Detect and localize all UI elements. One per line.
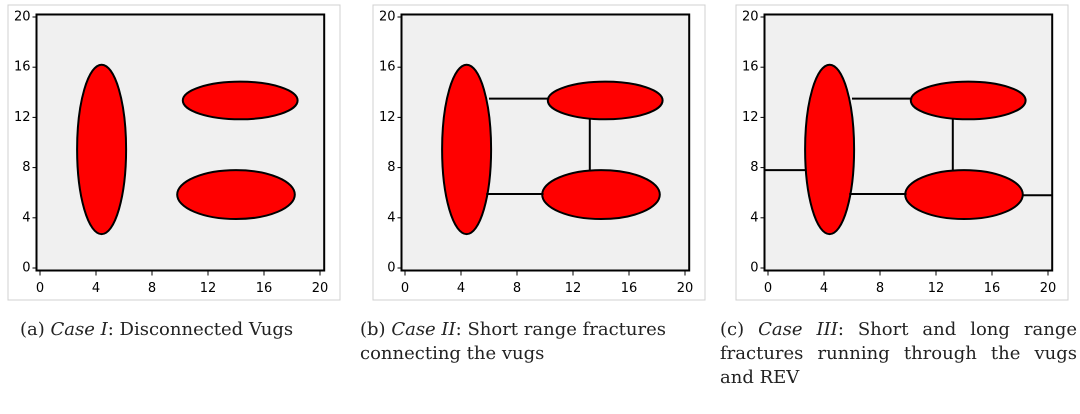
y-tick-label: 12 [742, 110, 759, 125]
y-tick-label: 0 [22, 261, 30, 276]
vug [546, 80, 664, 121]
x-tick-label: 4 [92, 281, 100, 296]
y-tick-label: 8 [750, 160, 758, 175]
y-tick-label: 16 [379, 60, 396, 75]
y-tick-label: 16 [14, 60, 31, 75]
x-tick-label: 20 [1040, 281, 1057, 296]
panel-border [372, 4, 706, 301]
x-tick-label: 0 [36, 281, 44, 296]
plot-frame [400, 13, 691, 272]
y-tick-label: 4 [387, 210, 395, 225]
x-tick-label: 16 [984, 281, 1001, 296]
y-tick-label: 20 [14, 10, 31, 25]
vug [804, 63, 856, 236]
vug [176, 169, 296, 221]
y-tick-label: 4 [22, 210, 30, 225]
x-tick-label: 0 [764, 281, 772, 296]
caption-text: : Short range fractures connecting the v… [360, 319, 666, 364]
caption: (c) Case III: Short and long range fract… [720, 318, 1077, 390]
vug [441, 63, 493, 236]
x-tick-label: 8 [876, 281, 884, 296]
y-tick-label: 16 [742, 60, 759, 75]
vug [76, 63, 128, 236]
caption-label: (c) [720, 319, 745, 340]
x-tick-label: 12 [200, 281, 217, 296]
vug [181, 80, 299, 121]
y-tick-label: 12 [14, 110, 31, 125]
x-tick-label: 12 [565, 281, 582, 296]
y-tick-label: 8 [387, 160, 395, 175]
caption-case: Case I [50, 319, 108, 340]
caption-case: Case III [758, 319, 838, 340]
panel: 0 4 8 12 16 20 0 4 8 12 16 20 [735, 4, 1069, 301]
vug [909, 80, 1027, 121]
y-tick-label: 20 [742, 10, 759, 25]
x-tick-label: 8 [148, 281, 156, 296]
x-tick-label: 4 [457, 281, 465, 296]
y-tick-label: 20 [379, 10, 396, 25]
caption: (b) Case II: Short range fractures conne… [360, 318, 715, 366]
panel-border [7, 4, 341, 301]
y-tick-label: 8 [22, 160, 30, 175]
y-tick-label: 0 [750, 261, 758, 276]
x-tick-label: 20 [677, 281, 694, 296]
caption-case: Case II [391, 319, 456, 340]
x-tick-label: 16 [256, 281, 273, 296]
y-tick-label: 0 [387, 261, 395, 276]
caption-label: (b) [360, 319, 386, 340]
plot-frame [763, 13, 1054, 272]
x-tick-label: 20 [312, 281, 329, 296]
y-tick-label: 12 [379, 110, 396, 125]
caption-label: (a) [20, 319, 45, 340]
caption: (a) Case I: Disconnected Vugs [20, 318, 350, 342]
caption-text: : Disconnected Vugs [107, 319, 294, 340]
vug [541, 169, 661, 221]
panel: 0 4 8 12 16 20 0 4 8 12 16 20 [7, 4, 341, 301]
x-tick-label: 8 [513, 281, 521, 296]
panel: 0 4 8 12 16 20 0 4 8 12 16 20 [372, 4, 706, 301]
caption-text: : Short and long range fractures running… [720, 319, 1077, 388]
x-tick-label: 12 [928, 281, 945, 296]
x-tick-label: 4 [820, 281, 828, 296]
x-tick-label: 16 [621, 281, 638, 296]
x-tick-label: 0 [401, 281, 409, 296]
plot-frame [35, 13, 326, 272]
vug [904, 169, 1024, 221]
panel-border [735, 4, 1069, 301]
y-tick-label: 4 [750, 210, 758, 225]
